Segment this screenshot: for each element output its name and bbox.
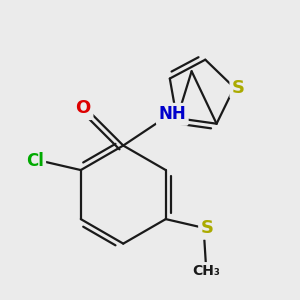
Text: S: S xyxy=(201,219,214,237)
Text: CH₃: CH₃ xyxy=(192,264,220,278)
Text: Cl: Cl xyxy=(26,152,44,170)
Text: O: O xyxy=(76,99,91,117)
Text: S: S xyxy=(232,79,245,97)
Text: NH: NH xyxy=(158,105,186,123)
